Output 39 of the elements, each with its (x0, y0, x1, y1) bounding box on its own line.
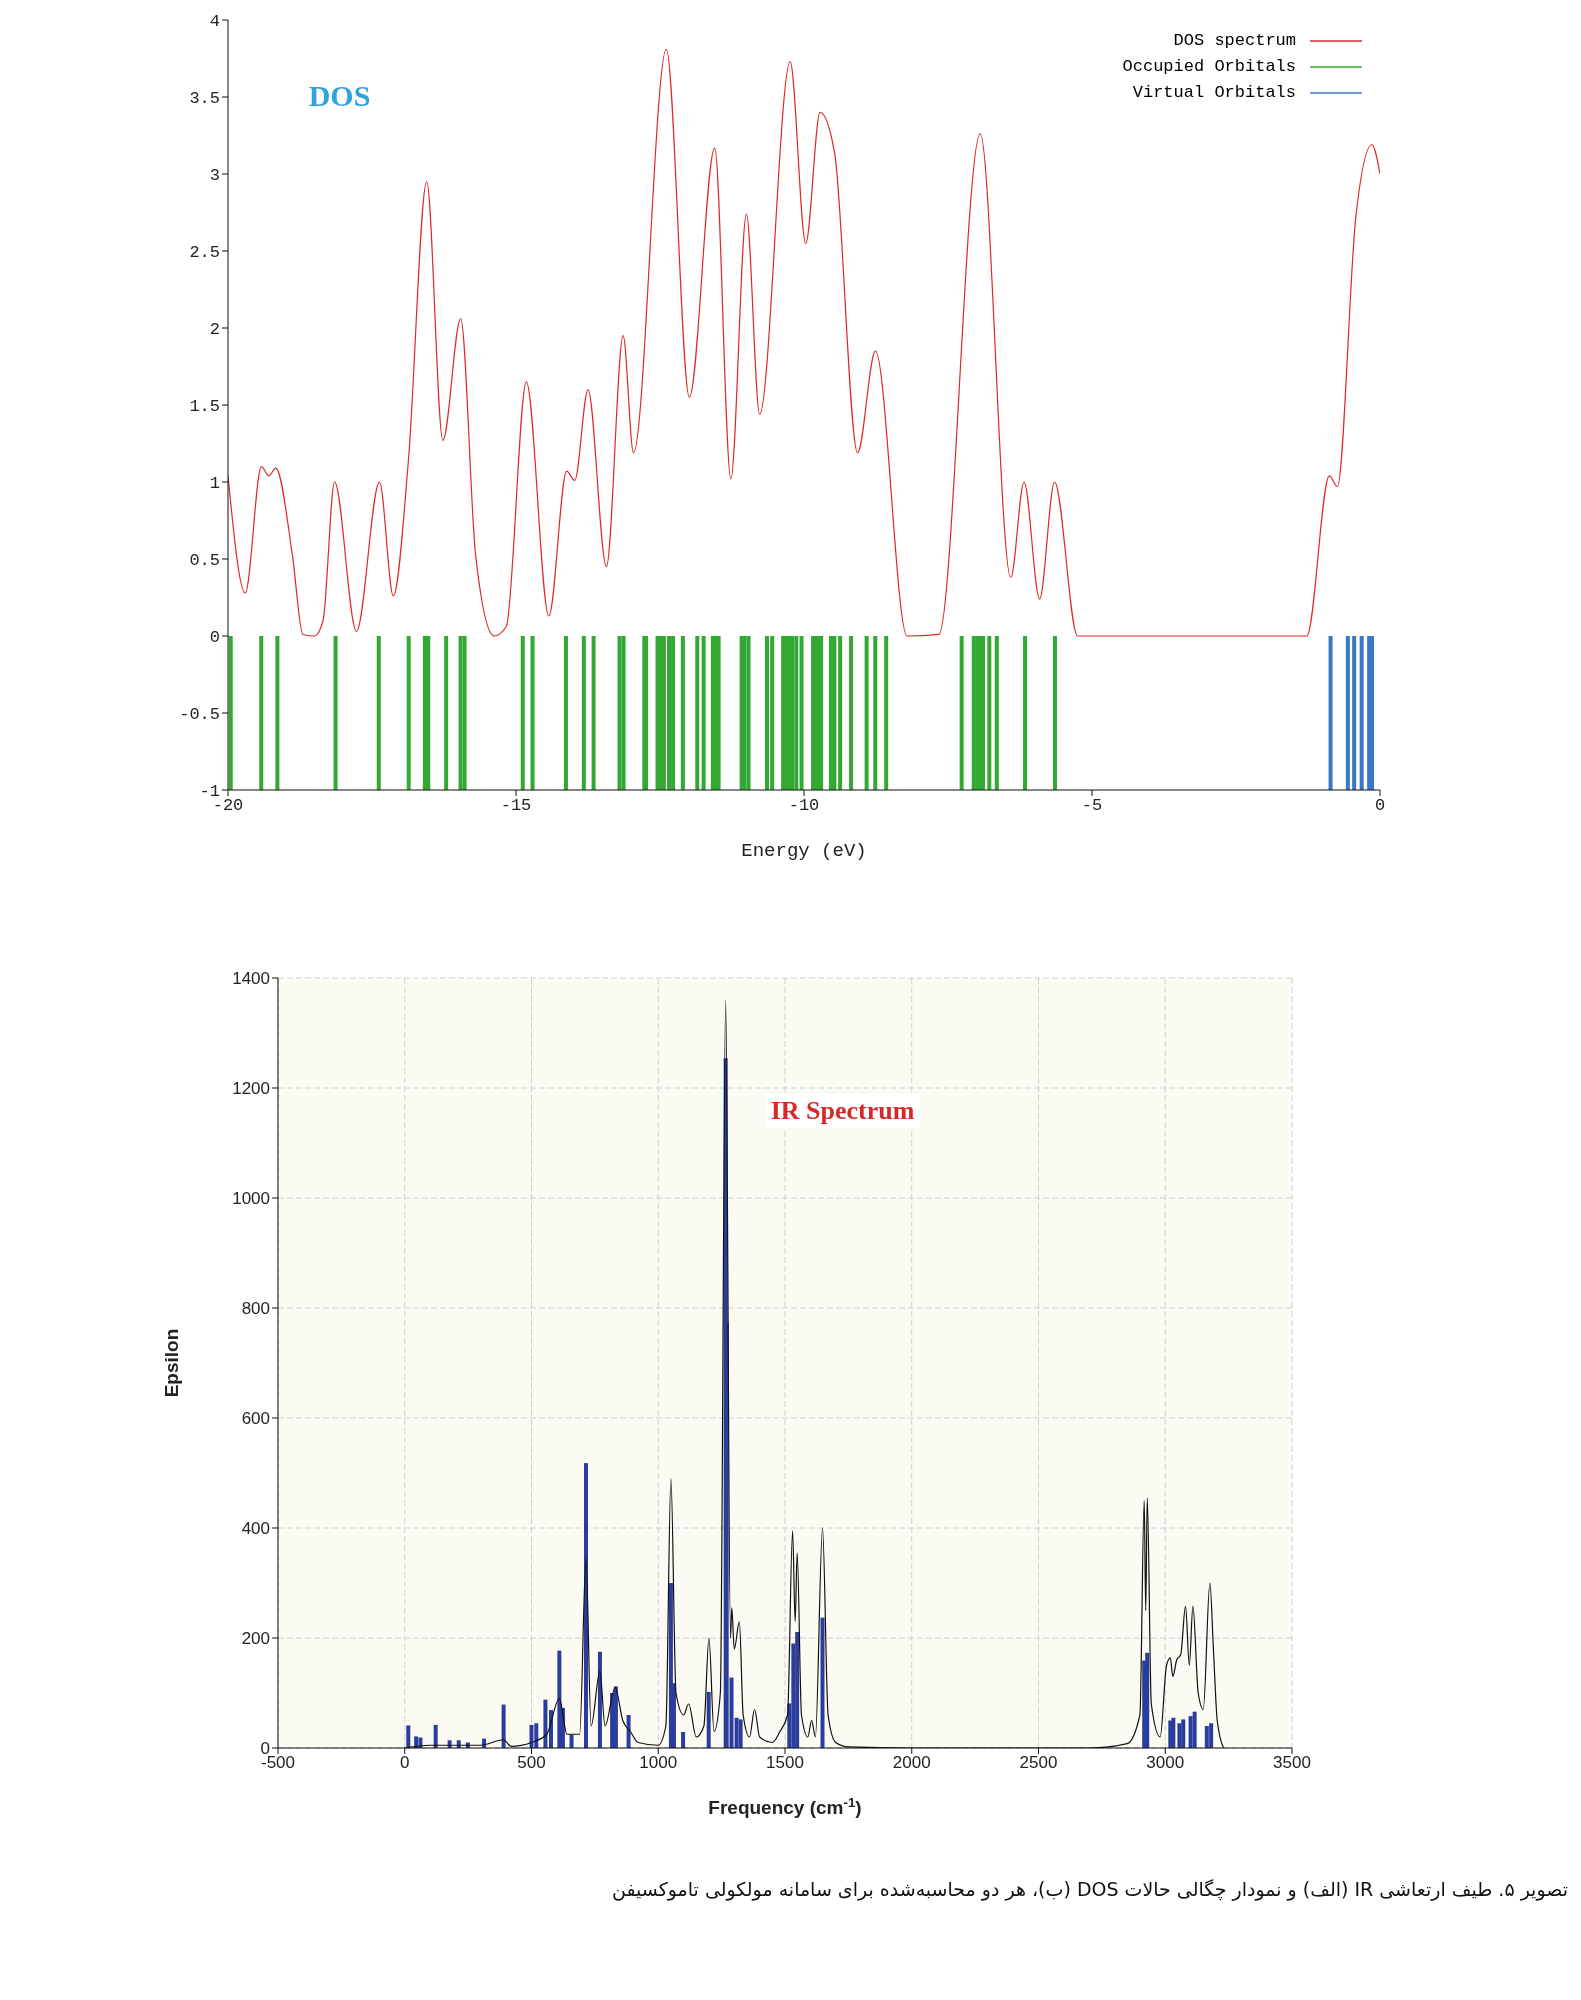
x-tick-label: 0 (1374, 796, 1386, 816)
y-tick-label: 1 (209, 474, 220, 494)
x-tick-label: 2000 (892, 1753, 931, 1773)
legend-label: DOS spectrum (1173, 30, 1296, 52)
x-tick-label: 0 (400, 1753, 410, 1773)
y-tick-label: 1200 (232, 1079, 270, 1099)
x-tick-label: -5 (1081, 796, 1103, 816)
y-tick-label: 3 (209, 166, 220, 186)
y-tick-label: 3.5 (189, 89, 220, 109)
legend-label: Virtual Orbitals (1132, 82, 1296, 104)
x-tick-label: 500 (517, 1753, 546, 1773)
x-tick-label: 1500 (766, 1753, 804, 1773)
x-tick-label: 3500 (1273, 1753, 1311, 1773)
annotation: DOS (308, 79, 371, 114)
x-tick-label: 3000 (1146, 1753, 1185, 1773)
y-axis-title: Epsilon (161, 1328, 182, 1398)
y-tick-label: 600 (241, 1409, 270, 1429)
x-axis-title: Energy (eV) (741, 840, 867, 862)
text: تصویر ۵. طیف ارتعاشی IR (الف) و نمودار چگالی حالات DOS (ب)، هر دو محاسبه‌شده برای سامانه مولکولی تاموکسیفن (611, 1878, 1568, 1900)
y-tick-label: 2 (209, 320, 220, 340)
annotation: IR Spectrum (764, 1093, 921, 1128)
y-tick-label: 0.5 (189, 551, 220, 571)
x-tick-label: -10 (788, 796, 820, 816)
legend-label: Occupied Orbitals (1122, 56, 1296, 78)
y-tick-label: 800 (241, 1299, 270, 1319)
y-tick-label: 1000 (232, 1189, 270, 1209)
y-tick-label: 0 (209, 628, 220, 648)
x-axis-title: Frequency (cm$^{-1}$) (708, 1794, 862, 1818)
y-tick-label: 200 (241, 1629, 270, 1649)
y-tick-label: 1.5 (189, 397, 220, 417)
y-tick-label: 400 (241, 1519, 270, 1539)
x-tick-label: -15 (500, 796, 532, 816)
y-tick-label: -0.5 (179, 705, 220, 725)
y-tick-label: 1400 (232, 969, 270, 989)
x-tick-label: -500 (260, 1753, 296, 1773)
y-tick-label: 4 (209, 12, 220, 32)
y-tick-label: 2.5 (189, 243, 220, 263)
x-tick-label: 1000 (639, 1753, 678, 1773)
x-tick-label: 2500 (1019, 1753, 1058, 1773)
